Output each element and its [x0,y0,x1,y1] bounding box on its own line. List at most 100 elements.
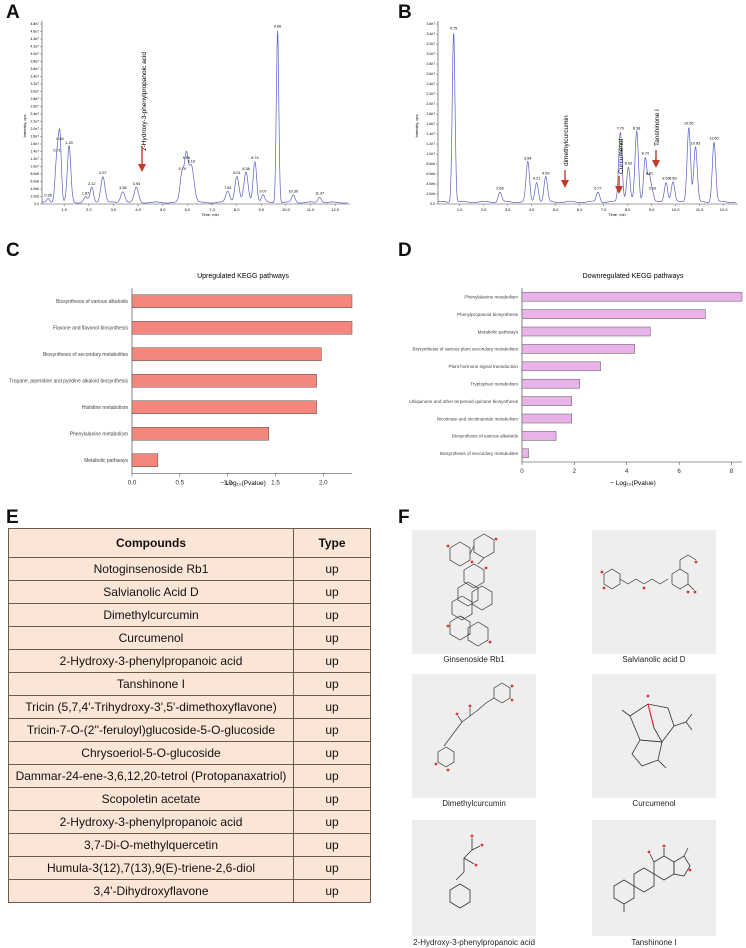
structure-card-salvianolic-acid-d [592,530,716,654]
y-tick-label: 1.2e7 [31,157,40,161]
x-tick-label: 0 [520,468,524,475]
x-tick-label: 2.0 [481,207,487,212]
peak-label: 8.74 [642,152,649,156]
peak-label: 2.57 [99,171,106,175]
category-label: Ubiquinone and other terpenoid-quinone b… [409,399,518,404]
peak-label: 2.12 [88,182,95,186]
table-row: Tricin-7-O-(2''-feruloyl)glucoside-5-O-g… [8,718,371,742]
x-tick-label: 5.0 [553,207,559,212]
category-label: Plant hormone signal transduction [449,364,519,369]
x-tick-label: 9.0 [649,207,655,212]
x-tick-label: 4.0 [135,207,141,212]
y-tick-label: 2.0e6 [427,192,436,196]
peak-label: 9.66 [274,25,281,29]
x-tick-label: 4 [625,468,629,475]
peak-label: 10.83 [691,142,701,146]
y-tick-label: 3.4e7 [31,75,40,79]
compound-cell: 3,7-Di-O-methylquercetin [8,833,294,857]
peak-label: 3.38 [119,186,126,190]
x-tick-label: 11.0 [696,207,704,212]
type-cell: up [293,764,371,788]
table-row: Chrysoeriol-5-O-glucoside up [8,741,371,765]
peak-label: 0.75 [450,27,457,31]
molecule-drawing [621,694,693,769]
structure-label: Ginsenoside Rb1 [443,655,505,664]
bar [521,431,557,441]
y-tick-label: 2.2e7 [427,92,436,96]
x-tick-label: 11.0 [307,207,315,212]
arrow-icon [652,150,660,168]
compound-cell: Humula-3(12),7(13),9(E)-triene-2,6-diol [8,856,294,880]
category-label: Histidine metabolism [82,405,128,411]
peak-label: 1.20 [65,141,72,145]
y-tick-label: 3.4e7 [427,32,436,36]
compound-cell: 3,4'-Dihydroxyflavone [8,879,294,903]
y-tick-label: 2.4e7 [31,112,40,116]
y-tick-label: 2.6e7 [31,105,40,109]
compound-cell: Dammar-24-ene-3,6,12,20-tetrol (Protopan… [8,764,294,788]
y-tick-label: 8.0e6 [427,162,436,166]
panel-letter-a: A [6,2,20,23]
bar [521,361,601,372]
type-cell: up [293,856,371,880]
peak-label: 9.89 [669,177,676,181]
type-cell: up [293,557,371,581]
y-tick-label: 1.4e7 [31,150,40,154]
bar [131,347,322,361]
bar [131,374,317,388]
y-tick-label: 2.6e7 [427,72,436,76]
x-tick-label: 9.0 [259,207,265,212]
table-row: 3,4'-Dihydroxyflavone up [8,879,371,903]
y-tick-label: 1.0e7 [427,152,436,156]
compound-cell: 2-Hydroxy-3-phenylpropanoic acid [8,810,294,834]
peak-label: 3.84 [524,157,531,161]
bar [131,427,270,441]
structure-label: Dimethylcurcumin [442,799,506,808]
peak-label: 1.87 [82,192,89,196]
x-tick-label: 1.0 [61,207,67,212]
category-label: Phenylalanine metabolism [70,432,128,438]
x-tick-label: 2.0 [319,480,328,487]
x-tick-label: 12.0 [331,207,340,212]
peak-label: 9.07 [259,190,266,194]
category-label: Biosynthesis of secondary metabolites [440,451,519,456]
peak-label: 8.01 [233,171,240,175]
y-tick-label: 4.6e7 [31,30,40,34]
type-cell: up [293,603,371,627]
x-tick-label: 0.0 [128,480,137,487]
table-row: Notoginsenoside Rb1 up [8,557,371,581]
type-cell: up [293,833,371,857]
y-tick-label: 3.6e7 [427,22,436,26]
chrom-a-ylabel: Intensity, cps [22,114,27,137]
structure-card-ginsenoside-rb1 [412,530,536,654]
y-tick-label: 4.0e6 [427,182,436,186]
peak-label: 9.60 [662,177,669,181]
compound-cell: Tricin (5,7,4'-Trihydroxy-3',5'-dimethox… [8,695,294,719]
compound-cell: Scopoletin acetate [8,787,294,811]
category-label: Biosynthesis of various alkaloids [56,299,128,305]
y-tick-label: 2.4e7 [427,82,436,86]
y-tick-label: 3.2e7 [427,42,436,46]
bar [521,326,651,337]
type-cell: up [293,810,371,834]
category-label: Flavone and flavonol biosynthesis [53,326,129,332]
y-tick-label: 3.6e7 [31,67,40,71]
y-tick-label: 2.0e6 [31,195,40,199]
arrow-icon [561,170,569,188]
y-tick-label: 3.0e7 [427,52,436,56]
chart-c-xlabel: − Log₁₀(Pvalue) [220,480,266,487]
bar [521,413,573,424]
table-row: 2-Hydroxy-3-phenylpropanoic acid up [8,810,371,834]
header-type: Type [293,528,371,558]
type-cell: up [293,879,371,903]
bar [131,453,159,467]
chrom-a-annotation: 2-Hydroxy-3-phenylpropanoic acid [141,52,148,151]
y-tick-label: 1.2e7 [427,142,436,146]
chart-d-title: Downregulated KEGG pathways [583,273,684,280]
y-tick-label: 3.0e7 [31,90,40,94]
chromatogram-b: Intensity, cps 3.6e7 3.4e7 3.2e7 3.0e7 2.8e7… [414,21,738,217]
compound-cell: 2-Hydroxy-3-phenylpropanoic acid [8,649,294,673]
panel-letter-e: E [6,507,19,528]
type-cell: up [293,718,371,742]
